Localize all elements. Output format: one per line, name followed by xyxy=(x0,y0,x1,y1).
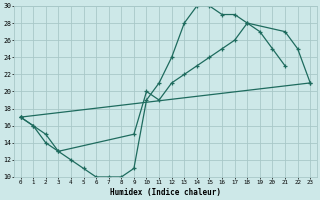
X-axis label: Humidex (Indice chaleur): Humidex (Indice chaleur) xyxy=(110,188,221,197)
